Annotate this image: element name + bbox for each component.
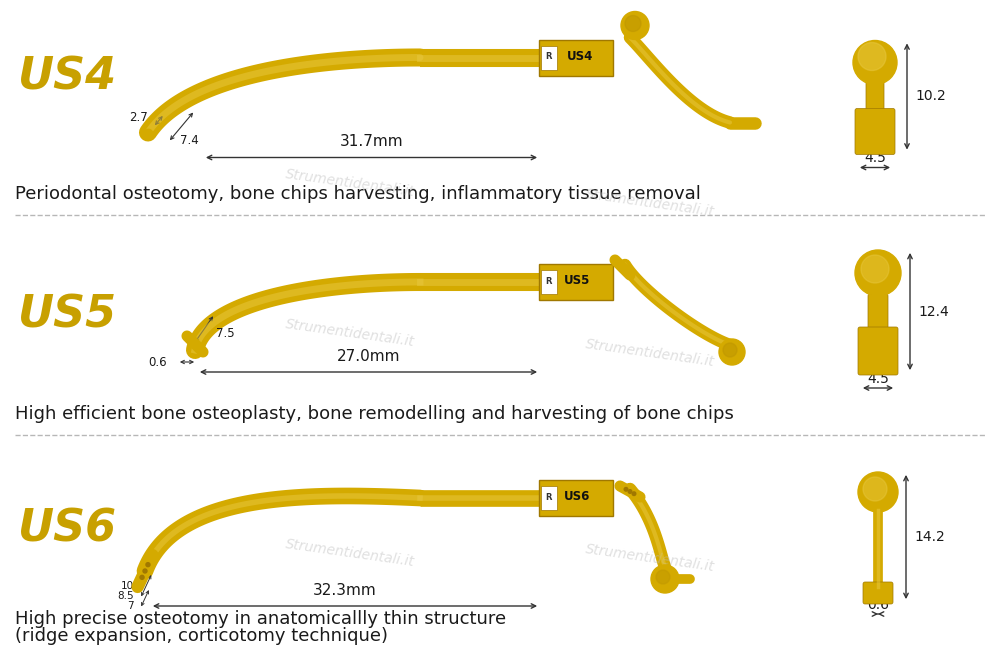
Circle shape xyxy=(719,339,745,365)
Text: Periodontal osteotomy, bone chips harvesting, inflammatory tissue removal: Periodontal osteotomy, bone chips harves… xyxy=(15,185,701,203)
FancyBboxPatch shape xyxy=(541,270,557,294)
Text: R: R xyxy=(546,276,552,285)
FancyBboxPatch shape xyxy=(539,264,613,300)
Text: US5: US5 xyxy=(18,293,117,336)
Text: 10.2: 10.2 xyxy=(915,89,946,103)
Text: Strumentidentali.it: Strumentidentali.it xyxy=(284,537,416,569)
Circle shape xyxy=(625,16,641,31)
Text: 0.6: 0.6 xyxy=(867,598,889,612)
Text: 31.7mm: 31.7mm xyxy=(340,135,403,150)
Circle shape xyxy=(651,565,679,593)
FancyBboxPatch shape xyxy=(855,108,895,155)
Circle shape xyxy=(656,570,670,584)
FancyBboxPatch shape xyxy=(858,327,898,375)
Circle shape xyxy=(624,488,628,491)
Text: 7: 7 xyxy=(127,601,134,611)
FancyBboxPatch shape xyxy=(541,486,557,510)
Circle shape xyxy=(853,40,897,84)
Text: 4.5: 4.5 xyxy=(867,372,889,386)
Text: Strumentidentali.it: Strumentidentali.it xyxy=(584,337,716,369)
Circle shape xyxy=(621,12,649,39)
Circle shape xyxy=(723,343,737,357)
FancyBboxPatch shape xyxy=(539,39,613,76)
Circle shape xyxy=(858,42,886,71)
Text: 7.5: 7.5 xyxy=(216,327,235,340)
Text: US6: US6 xyxy=(18,507,117,550)
Text: R: R xyxy=(546,492,552,502)
Text: Strumentidentali.it: Strumentidentali.it xyxy=(284,317,416,349)
Text: 2.7: 2.7 xyxy=(130,111,148,124)
Circle shape xyxy=(855,250,901,296)
Text: 4.5: 4.5 xyxy=(864,151,886,165)
Text: 27.0mm: 27.0mm xyxy=(337,349,400,364)
Text: 0.6: 0.6 xyxy=(148,355,167,368)
Text: Strumentidentali.it: Strumentidentali.it xyxy=(584,187,716,219)
Text: US4: US4 xyxy=(567,50,593,63)
Circle shape xyxy=(628,490,632,493)
Text: 12.4: 12.4 xyxy=(918,304,949,319)
FancyBboxPatch shape xyxy=(868,294,888,333)
FancyBboxPatch shape xyxy=(539,480,613,516)
Circle shape xyxy=(858,472,898,512)
Text: US6: US6 xyxy=(564,490,590,503)
Text: 14.2: 14.2 xyxy=(914,530,945,544)
Text: US4: US4 xyxy=(18,56,117,99)
Text: High efficient bone osteoplasty, bone remodelling and harvesting of bone chips: High efficient bone osteoplasty, bone re… xyxy=(15,405,734,423)
Text: Strumentidentali.it: Strumentidentali.it xyxy=(584,542,716,574)
Text: US5: US5 xyxy=(564,274,590,287)
FancyBboxPatch shape xyxy=(541,46,557,69)
Circle shape xyxy=(146,563,150,567)
Text: 32.3mm: 32.3mm xyxy=(313,583,377,598)
Circle shape xyxy=(861,255,889,283)
Circle shape xyxy=(632,492,636,496)
Text: 10: 10 xyxy=(121,581,134,591)
Text: R: R xyxy=(546,52,552,61)
FancyBboxPatch shape xyxy=(866,80,884,114)
Circle shape xyxy=(140,575,144,579)
FancyBboxPatch shape xyxy=(863,582,893,604)
Text: Strumentidentali.it: Strumentidentali.it xyxy=(284,167,416,199)
Circle shape xyxy=(863,477,887,501)
Text: High precise osteotomy in anatomicallly thin structure: High precise osteotomy in anatomicallly … xyxy=(15,610,506,628)
Circle shape xyxy=(143,569,147,573)
Text: (ridge expansion, corticotomy technique): (ridge expansion, corticotomy technique) xyxy=(15,627,388,645)
Text: 8.5: 8.5 xyxy=(117,591,134,601)
Text: 7.4: 7.4 xyxy=(180,135,199,148)
